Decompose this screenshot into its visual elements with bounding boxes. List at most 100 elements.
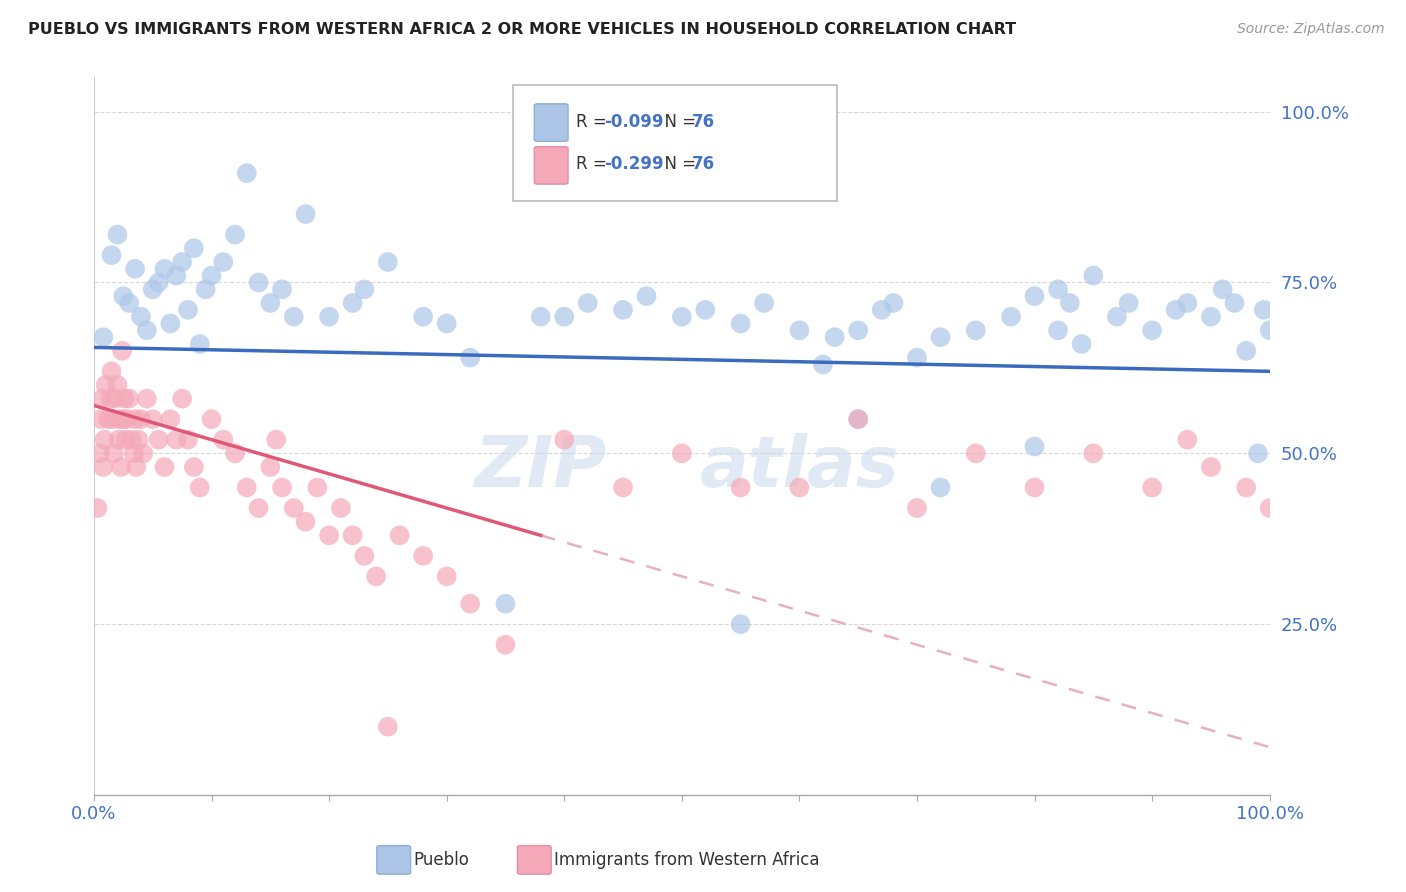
Point [91,460,114,475]
Point [342,296,364,310]
Point [1000,310,1022,324]
Point [153,460,176,475]
Point [108,412,131,426]
Point [494,597,516,611]
Text: atlas: atlas [700,433,900,501]
Point [172,392,194,406]
Point [1024,440,1046,454]
Point [965,323,987,337]
Point [846,412,869,426]
Point [436,569,458,583]
Point [1083,446,1105,460]
Point [112,412,135,426]
Point [612,481,634,495]
Point [111,343,134,358]
Point [247,276,270,290]
Point [294,515,316,529]
Point [671,310,693,324]
Text: R =: R = [576,112,613,130]
Point [1024,289,1046,303]
Point [93,433,115,447]
Text: 76: 76 [692,112,714,130]
Text: N =: N = [654,112,702,130]
Point [194,282,217,296]
Point [89,446,111,460]
Point [929,330,952,344]
Point [1164,302,1187,317]
Point [730,617,752,632]
Point [236,481,259,495]
Point [114,392,136,406]
Point [905,351,928,365]
Point [1199,460,1222,475]
Point [212,255,235,269]
Point [100,248,122,262]
Point [1258,323,1281,337]
Point [247,501,270,516]
Point [1118,296,1140,310]
Point [1059,296,1081,310]
Point [177,302,200,317]
Point [318,310,340,324]
Point [165,433,187,447]
Point [636,289,658,303]
Point [188,481,211,495]
Point [342,528,364,542]
Point [494,638,516,652]
Point [1047,323,1070,337]
Text: -0.099: -0.099 [605,112,664,130]
Point [188,337,211,351]
Point [129,310,152,324]
Point [730,317,752,331]
Point [366,569,388,583]
Point [124,412,146,426]
Point [107,227,129,242]
Point [107,433,129,447]
Point [124,261,146,276]
Point [142,282,165,296]
Point [576,296,599,310]
Point [283,501,305,516]
Point [115,412,138,426]
Point [553,310,575,324]
Point [789,323,811,337]
Point [789,481,811,495]
Point [1234,481,1257,495]
Point [1047,282,1070,296]
Point [412,310,434,324]
Point [271,481,294,495]
Point [1199,310,1222,324]
Point [100,364,122,378]
Point [965,446,987,460]
Point [129,412,152,426]
Text: Source: ZipAtlas.com: Source: ZipAtlas.com [1237,22,1385,37]
Point [212,433,235,447]
Text: N =: N = [654,155,702,173]
Point [671,446,693,460]
Point [283,310,305,324]
Point [91,330,114,344]
Point [159,317,181,331]
Point [86,501,108,516]
Point [259,460,281,475]
Point [846,323,869,337]
Point [94,378,117,392]
Point [1140,323,1163,337]
Point [101,412,124,426]
Point [100,392,122,406]
Point [177,433,200,447]
Point [183,241,205,255]
Point [1177,296,1199,310]
Point [114,433,136,447]
Point [388,528,411,542]
Point [135,323,157,337]
Text: 76: 76 [692,155,714,173]
Point [353,282,375,296]
Point [224,227,246,242]
Y-axis label: 2 or more Vehicles in Household: 2 or more Vehicles in Household [0,312,7,560]
Point [132,446,155,460]
Point [1234,343,1257,358]
Point [811,358,834,372]
Point [142,412,165,426]
Point [118,296,141,310]
